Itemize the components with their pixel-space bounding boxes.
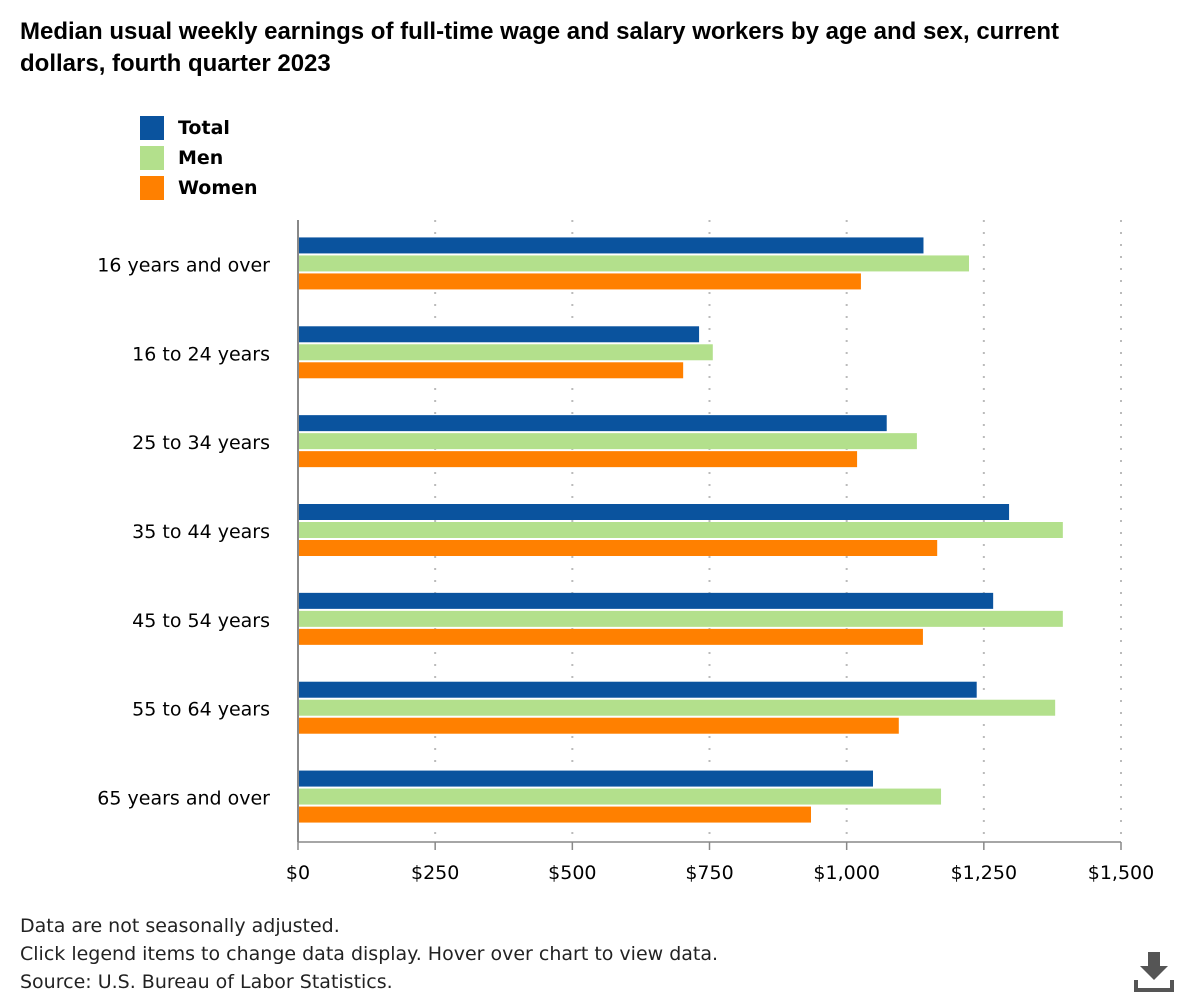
category-label: 45 to 54 years — [132, 610, 270, 632]
bar-women[interactable] — [298, 362, 684, 379]
x-tick-label: $500 — [548, 862, 596, 884]
bar-total[interactable] — [298, 237, 924, 254]
legend-swatch-women — [140, 176, 164, 200]
category-label: 35 to 44 years — [132, 521, 270, 543]
bar-women[interactable] — [298, 540, 938, 556]
note-source: Source: U.S. Bureau of Labor Statistics. — [20, 971, 393, 993]
legend-label-total: Total — [178, 117, 230, 139]
legend-swatch-total — [140, 116, 164, 140]
download-icon[interactable] — [1132, 950, 1176, 994]
x-tick-label: $0 — [286, 862, 310, 884]
category-label: 16 to 24 years — [132, 343, 270, 365]
chart-title: Median usual weekly earnings of full-tim… — [20, 18, 1060, 77]
x-tick-label: $250 — [411, 862, 459, 884]
bar-men[interactable] — [298, 344, 713, 361]
bar-total[interactable] — [298, 681, 977, 698]
bar-total[interactable] — [298, 770, 874, 787]
category-label: 55 to 64 years — [132, 699, 270, 721]
bar-men[interactable] — [298, 255, 970, 272]
note-seasonal: Data are not seasonally adjusted. — [20, 915, 340, 937]
legend-swatch-men — [140, 146, 164, 170]
chart-notes: Data are not seasonally adjusted. Click … — [20, 912, 718, 996]
bar-men[interactable] — [298, 610, 1063, 627]
bar-men[interactable] — [298, 699, 1056, 716]
legend-item-men[interactable]: Men — [140, 146, 223, 170]
x-tick-label: $1,000 — [813, 862, 879, 884]
bar-total[interactable] — [298, 504, 1010, 520]
bar-men[interactable] — [298, 522, 1063, 538]
bar-women[interactable] — [298, 628, 923, 645]
bar-chart[interactable]: $0 $250 $500 $750 $1,000 $1,250 $1,500 16 years… — [0, 0, 1200, 900]
legend-item-total[interactable]: Total — [140, 116, 230, 140]
legend-label-women: Women — [178, 177, 258, 199]
x-tick-label: $1,500 — [1088, 862, 1154, 884]
bar-women[interactable] — [298, 717, 899, 734]
category-label: 65 years and over — [97, 788, 270, 810]
bar-total[interactable] — [298, 326, 700, 343]
x-tick-label: $1,250 — [951, 862, 1017, 884]
bar-men[interactable] — [298, 433, 917, 450]
bar-women[interactable] — [298, 273, 861, 290]
bar-women[interactable] — [298, 451, 858, 468]
category-label: 25 to 34 years — [132, 432, 270, 454]
bar-total[interactable] — [298, 415, 887, 432]
legend-item-women[interactable]: Women — [140, 176, 258, 200]
bar-total[interactable] — [298, 592, 994, 609]
legend-label-men: Men — [178, 147, 224, 169]
bar-men[interactable] — [298, 788, 942, 805]
x-tick-label: $750 — [685, 862, 733, 884]
bar-women[interactable] — [298, 806, 812, 823]
note-instructions: Click legend items to change data displa… — [20, 943, 719, 965]
category-label: 16 years and over — [97, 254, 270, 276]
